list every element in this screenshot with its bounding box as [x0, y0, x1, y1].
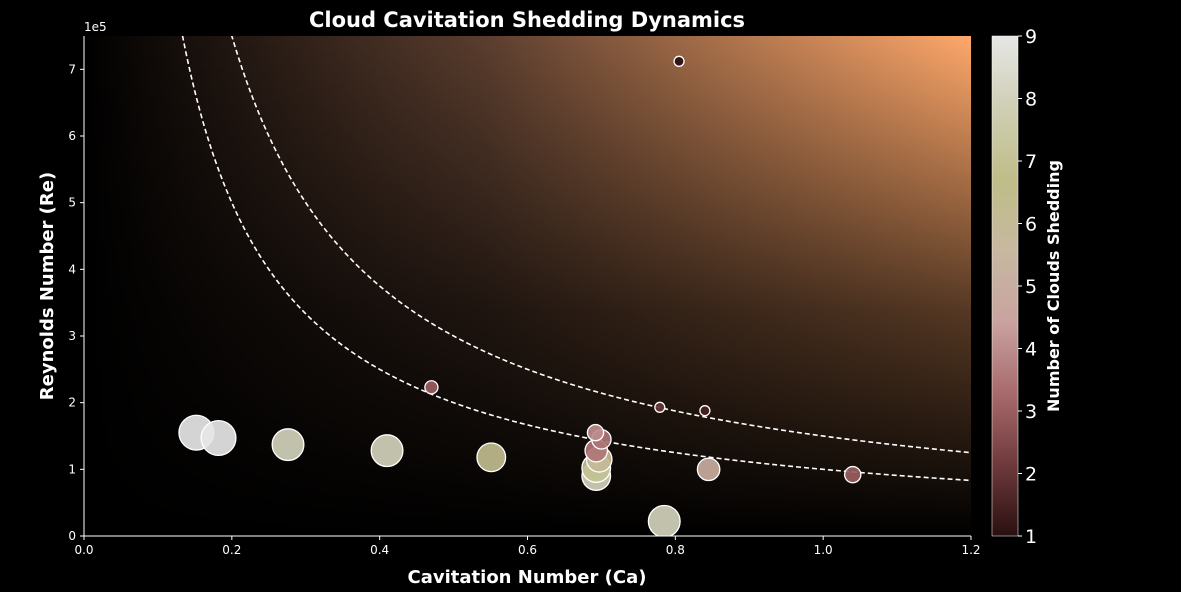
- colorbar-label: Number of Clouds Shedding: [1044, 160, 1063, 412]
- y-tick-label: 7: [68, 62, 76, 76]
- colorbar: [991, 35, 1019, 537]
- plot-background-gradient: [84, 36, 971, 536]
- data-point-11: [586, 423, 605, 442]
- y-tick-label: 3: [68, 329, 76, 343]
- data-point-14: [843, 465, 862, 484]
- data-point-4: [370, 434, 404, 468]
- x-tick-label: 1.0: [814, 543, 833, 557]
- y-tick-label: 5: [68, 196, 76, 210]
- colorbar-tick-label: 1: [1025, 526, 1037, 548]
- data-point-13: [696, 457, 721, 482]
- y-tick-label: 1: [68, 462, 76, 476]
- x-tick-label: 0.6: [518, 543, 537, 557]
- colorbar-tick-label: 6: [1025, 214, 1037, 236]
- x-tick-label: 0.8: [666, 543, 685, 557]
- data-point-18: [673, 55, 685, 67]
- colorbar-gradient: [991, 35, 1019, 537]
- y-offset-label: 1e5: [84, 20, 107, 34]
- y-axis-label: Reynolds Number (Re): [37, 172, 58, 400]
- reference-curves: [181, 36, 971, 482]
- data-point-5: [476, 442, 507, 473]
- data-point-16: [654, 401, 666, 413]
- colorbar-tick-label: 9: [1025, 26, 1037, 48]
- x-ticks: 0.0 0.2 0.4 0.6 0.8 1.0 1.2: [74, 536, 981, 557]
- colorbar-tick-label: 8: [1025, 89, 1037, 111]
- colorbar-tick-label: 4: [1025, 339, 1037, 361]
- colorbar-tick-label: 7: [1025, 151, 1037, 173]
- y-tick-label: 6: [68, 129, 76, 143]
- colorbar-tick-label: 5: [1025, 276, 1037, 298]
- x-tick-label: 1.2: [961, 543, 980, 557]
- data-point-17: [699, 405, 711, 417]
- colorbar-ticks: 1 2 3 4 5 6 7 8 9: [1018, 26, 1037, 548]
- y-ticks: 0 1 2 3 4 5 6 7: [68, 62, 84, 543]
- data-points: [178, 55, 862, 536]
- x-axis-label: Cavitation Number (Ca): [408, 567, 647, 588]
- x-tick-label: 0.0: [74, 543, 93, 557]
- y-tick-label: 4: [68, 262, 76, 276]
- colorbar-tick-label: 3: [1025, 401, 1037, 423]
- data-point-15: [424, 380, 439, 395]
- reference-curve-2: [231, 36, 971, 454]
- chart-title: Cloud Cavitation Shedding Dynamics: [309, 8, 745, 32]
- data-point-12: [647, 504, 681, 536]
- y-tick-label: 0: [68, 529, 76, 543]
- x-tick-label: 0.2: [222, 543, 241, 557]
- x-tick-label: 0.4: [370, 543, 389, 557]
- colorbar-tick-label: 2: [1025, 464, 1037, 486]
- data-point-3: [271, 428, 305, 462]
- reference-curve-1: [181, 36, 971, 482]
- data-point-2: [200, 419, 237, 457]
- y-tick-label: 2: [68, 396, 76, 410]
